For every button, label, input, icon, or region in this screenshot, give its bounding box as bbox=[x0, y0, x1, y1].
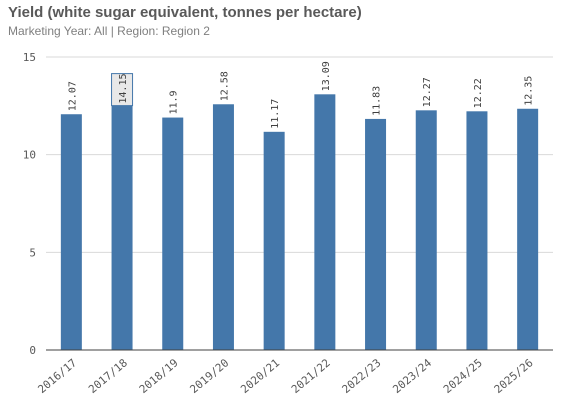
bar[interactable] bbox=[517, 108, 539, 350]
x-tick-label: 2017/18 bbox=[86, 356, 130, 396]
bar[interactable] bbox=[111, 105, 133, 350]
x-tick-label: 2019/20 bbox=[188, 356, 232, 396]
bar[interactable] bbox=[263, 131, 285, 350]
chart-title: Yield (white sugar equivalent, tonnes pe… bbox=[8, 4, 362, 21]
x-tick-label: 2020/21 bbox=[238, 356, 282, 396]
bar[interactable] bbox=[314, 94, 336, 350]
y-tick-label: 0 bbox=[29, 344, 36, 357]
data-label: 12.07 bbox=[67, 81, 78, 111]
data-labels: 12.07 14.15 11.9 12.58 11.17 13.09 11.83 12.27 1… bbox=[67, 61, 534, 129]
data-label: 11.17 bbox=[270, 99, 281, 129]
data-label: 11.83 bbox=[372, 86, 383, 116]
y-tick-label: 10 bbox=[23, 149, 36, 162]
x-tick-label: 2016/17 bbox=[35, 356, 79, 396]
x-tick-label: 2025/26 bbox=[492, 356, 536, 396]
data-label: 12.35 bbox=[524, 76, 535, 106]
y-tick-label: 15 bbox=[23, 51, 36, 64]
bar[interactable] bbox=[212, 104, 234, 351]
bar[interactable] bbox=[60, 114, 82, 350]
x-tick-label: 2021/22 bbox=[289, 356, 333, 396]
data-label: 12.22 bbox=[473, 78, 484, 108]
bar[interactable] bbox=[365, 118, 387, 350]
bar[interactable] bbox=[415, 110, 437, 351]
data-label: 11.9 bbox=[169, 90, 180, 114]
x-axis-ticks: 2016/17 2017/18 2018/19 2019/20 2020/21 2021/… bbox=[35, 356, 535, 396]
x-tick-label: 2022/23 bbox=[340, 356, 384, 396]
data-label: 13.09 bbox=[321, 61, 332, 91]
bars[interactable] bbox=[60, 73, 539, 351]
x-tick-label: 2018/19 bbox=[137, 356, 181, 396]
data-label: 14.15 bbox=[118, 73, 129, 103]
x-tick-label: 2023/24 bbox=[390, 356, 434, 396]
y-axis-ticks: 0 5 10 15 bbox=[23, 51, 36, 357]
data-label: 12.58 bbox=[219, 71, 230, 101]
bar[interactable] bbox=[162, 117, 184, 350]
chart-subtitle: Marketing Year: All | Region: Region 2 bbox=[8, 24, 210, 38]
data-label: 12.27 bbox=[422, 77, 433, 107]
bar[interactable] bbox=[466, 111, 488, 350]
y-tick-label: 5 bbox=[29, 246, 36, 259]
x-tick-label: 2024/25 bbox=[441, 356, 485, 396]
